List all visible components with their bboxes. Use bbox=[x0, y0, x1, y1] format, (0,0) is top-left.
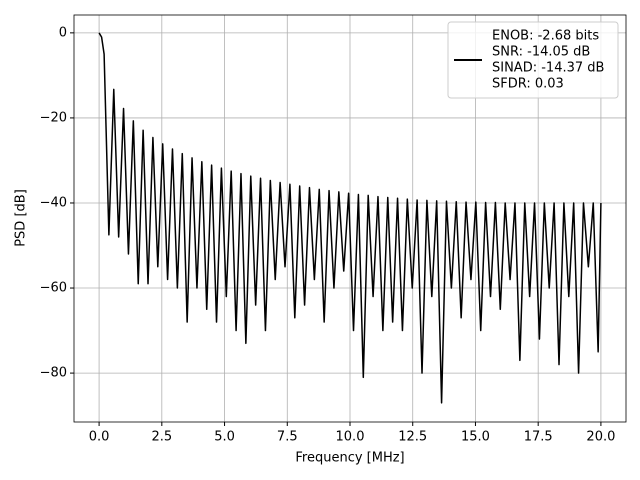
x-tick-label: 0.0 bbox=[89, 430, 110, 445]
x-tick-label: 10.0 bbox=[336, 430, 365, 445]
x-tick-label: 7.5 bbox=[277, 430, 298, 445]
x-axis-label: Frequency [MHz] bbox=[295, 451, 404, 466]
x-tick-label: 12.5 bbox=[398, 430, 427, 445]
legend-label: SINAD: -14.37 dB bbox=[492, 61, 604, 76]
y-tick-label: −60 bbox=[40, 281, 67, 296]
x-tick-label: 2.5 bbox=[151, 430, 172, 445]
y-tick-label: 0 bbox=[59, 25, 67, 40]
x-tick-label: 17.5 bbox=[524, 430, 553, 445]
legend-label: SFDR: 0.03 bbox=[492, 77, 564, 92]
x-tick-label: 20.0 bbox=[586, 430, 615, 445]
y-tick-label: −80 bbox=[40, 366, 67, 381]
x-tick-label: 15.0 bbox=[461, 430, 490, 445]
y-tick-label: −40 bbox=[40, 195, 67, 210]
x-tick-label: 5.0 bbox=[214, 430, 235, 445]
legend-label: ENOB: -2.68 bits bbox=[492, 29, 599, 44]
y-tick-label: −20 bbox=[40, 110, 67, 125]
y-axis-label: PSD [dB] bbox=[14, 189, 29, 247]
axes-frame bbox=[73, 14, 627, 423]
legend-box bbox=[447, 21, 619, 99]
legend-label: SNR: -14.05 dB bbox=[492, 45, 590, 60]
line-series bbox=[98, 32, 602, 404]
